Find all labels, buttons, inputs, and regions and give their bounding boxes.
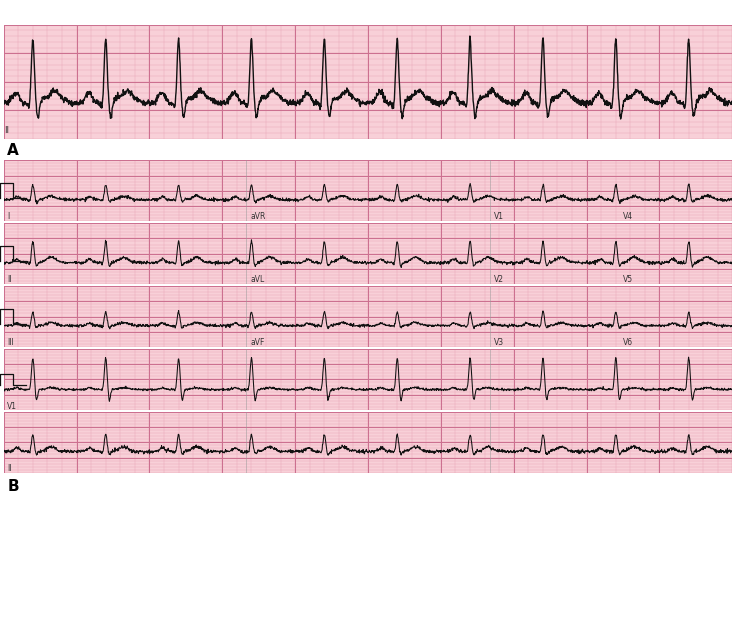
Text: V1: V1	[7, 402, 18, 410]
Text: B: B	[7, 479, 19, 494]
Text: V3: V3	[493, 338, 503, 347]
Text: II: II	[4, 126, 10, 136]
Text: III: III	[7, 338, 14, 347]
Text: aVL: aVL	[250, 275, 264, 284]
Text: V6: V6	[623, 338, 633, 347]
Text: V1: V1	[493, 212, 503, 222]
Text: I: I	[7, 212, 10, 222]
Text: II: II	[7, 275, 12, 284]
Text: aVF: aVF	[250, 338, 264, 347]
Text: aVR: aVR	[250, 212, 266, 222]
Text: V2: V2	[493, 275, 503, 284]
Text: V5: V5	[623, 275, 633, 284]
Text: A: A	[7, 143, 19, 157]
Text: Source: Jrl Emerg Med © 2012 Elsevier, Inc: Source: Jrl Emerg Med © 2012 Elsevier, I…	[489, 598, 714, 609]
Text: V4: V4	[623, 212, 633, 222]
Text: Medscape: Medscape	[7, 6, 102, 23]
Text: II: II	[7, 464, 12, 473]
